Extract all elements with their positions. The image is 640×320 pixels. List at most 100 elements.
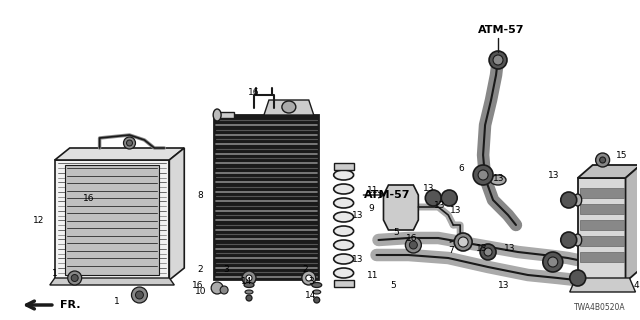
- Circle shape: [405, 237, 421, 253]
- Text: 14: 14: [241, 277, 252, 286]
- Ellipse shape: [333, 184, 353, 194]
- Circle shape: [68, 271, 82, 285]
- Ellipse shape: [245, 290, 253, 294]
- Polygon shape: [625, 165, 640, 282]
- Circle shape: [543, 252, 563, 272]
- Text: 13: 13: [493, 173, 504, 182]
- Ellipse shape: [490, 175, 506, 185]
- Text: 8: 8: [198, 190, 203, 199]
- Circle shape: [441, 190, 457, 206]
- Text: 15: 15: [616, 150, 627, 159]
- Text: 16: 16: [83, 194, 95, 203]
- Polygon shape: [214, 115, 319, 280]
- Circle shape: [561, 192, 577, 208]
- Ellipse shape: [244, 283, 254, 287]
- Circle shape: [242, 271, 256, 285]
- Ellipse shape: [573, 234, 582, 246]
- Polygon shape: [578, 165, 640, 178]
- Circle shape: [561, 232, 577, 248]
- Circle shape: [454, 233, 472, 251]
- Text: 12: 12: [33, 215, 45, 225]
- Text: 13: 13: [352, 211, 364, 220]
- Text: 13: 13: [476, 244, 488, 252]
- Text: 2: 2: [198, 266, 203, 275]
- Polygon shape: [264, 100, 314, 115]
- Text: 13: 13: [352, 255, 364, 265]
- Polygon shape: [580, 252, 623, 262]
- Bar: [333, 163, 353, 170]
- Circle shape: [548, 257, 558, 267]
- Text: 13: 13: [498, 281, 509, 290]
- Ellipse shape: [313, 290, 321, 294]
- Text: 13: 13: [450, 205, 461, 214]
- Ellipse shape: [333, 212, 353, 222]
- Circle shape: [410, 241, 417, 249]
- Text: 13: 13: [435, 201, 446, 210]
- Circle shape: [489, 51, 507, 69]
- Ellipse shape: [314, 297, 320, 303]
- Circle shape: [426, 190, 441, 206]
- Ellipse shape: [573, 194, 582, 206]
- Text: TWA4B0520A: TWA4B0520A: [574, 303, 625, 312]
- Text: 13: 13: [548, 171, 560, 180]
- Text: 11: 11: [367, 270, 378, 279]
- Circle shape: [211, 282, 223, 294]
- Circle shape: [596, 153, 609, 167]
- Text: 16: 16: [406, 234, 418, 243]
- Ellipse shape: [333, 170, 353, 180]
- Text: 11: 11: [367, 186, 378, 195]
- Polygon shape: [578, 178, 625, 282]
- Circle shape: [570, 270, 586, 286]
- Text: 2: 2: [303, 266, 308, 275]
- Text: 3: 3: [308, 277, 314, 286]
- Text: FR.: FR.: [60, 300, 80, 310]
- Ellipse shape: [213, 109, 221, 121]
- Circle shape: [480, 244, 496, 260]
- Ellipse shape: [333, 226, 353, 236]
- Circle shape: [71, 275, 78, 282]
- Polygon shape: [55, 148, 184, 160]
- Ellipse shape: [333, 198, 353, 208]
- Text: 6: 6: [458, 164, 464, 172]
- Ellipse shape: [246, 295, 252, 301]
- Ellipse shape: [333, 268, 353, 278]
- Text: 1: 1: [52, 268, 58, 277]
- Ellipse shape: [282, 101, 296, 113]
- Text: 16: 16: [248, 87, 260, 97]
- Circle shape: [600, 157, 605, 163]
- Circle shape: [484, 248, 492, 256]
- Circle shape: [246, 275, 252, 281]
- Bar: [333, 280, 353, 287]
- Circle shape: [302, 271, 316, 285]
- Text: 10: 10: [195, 287, 206, 297]
- Text: 1: 1: [114, 298, 120, 307]
- Text: 13: 13: [504, 244, 515, 252]
- Text: 5: 5: [390, 281, 396, 290]
- Text: 3: 3: [223, 266, 229, 275]
- Polygon shape: [65, 165, 159, 275]
- Text: 4: 4: [634, 281, 639, 290]
- Circle shape: [220, 286, 228, 294]
- Ellipse shape: [333, 254, 353, 264]
- Text: 5: 5: [394, 228, 399, 236]
- Circle shape: [124, 137, 136, 149]
- Circle shape: [136, 291, 143, 299]
- Text: 9: 9: [369, 204, 374, 212]
- Polygon shape: [170, 148, 184, 280]
- Circle shape: [127, 140, 132, 146]
- Circle shape: [473, 165, 493, 185]
- Polygon shape: [580, 204, 623, 214]
- Ellipse shape: [333, 240, 353, 250]
- Circle shape: [131, 287, 147, 303]
- Circle shape: [493, 55, 503, 65]
- Text: ATM-57: ATM-57: [364, 190, 410, 200]
- Circle shape: [306, 275, 312, 281]
- Polygon shape: [580, 188, 623, 198]
- Text: 14: 14: [305, 291, 316, 300]
- Circle shape: [458, 237, 468, 247]
- Ellipse shape: [312, 283, 322, 287]
- Polygon shape: [570, 278, 636, 292]
- Polygon shape: [383, 185, 419, 230]
- Text: 13: 13: [423, 183, 435, 193]
- Polygon shape: [580, 236, 623, 246]
